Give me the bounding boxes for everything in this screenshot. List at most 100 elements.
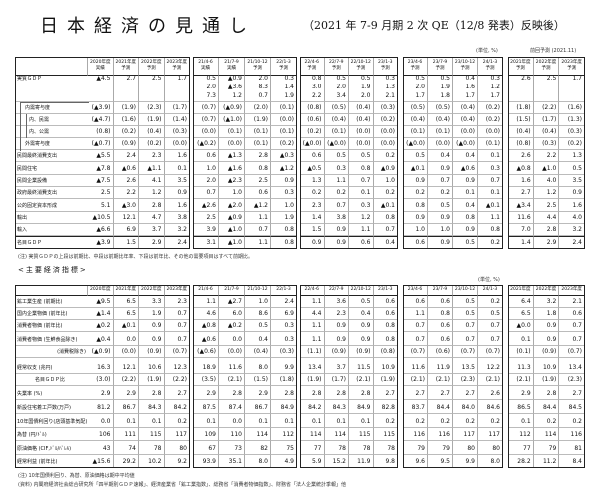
value-cell: 79 — [428, 441, 453, 455]
value-cell: 73 — [219, 441, 245, 455]
value-cell: 0.9 — [533, 332, 560, 346]
value-cell: 0.2 — [559, 414, 585, 428]
value-cell: 3.5 — [559, 175, 585, 187]
value-cell: 0.9 — [559, 187, 585, 199]
value-cell: 0.7 — [164, 332, 190, 346]
row-label: 民間住宅 — [15, 162, 88, 175]
value-cell: 4.9 — [271, 455, 297, 468]
value-cell: 0.5 — [478, 308, 503, 320]
value-cell: (2.3) — [559, 374, 585, 386]
header-period: 2021年度 — [510, 60, 531, 65]
value-cell: 15.2 — [324, 455, 349, 468]
value-cell: (1.9) — [373, 374, 398, 386]
value-cell: 3.8 — [164, 212, 190, 224]
value-cell: (1.5) — [508, 114, 534, 126]
value-cell: 1.0 — [245, 296, 271, 308]
value-cell: 0.7 — [245, 224, 271, 236]
value-cell: 0.6 — [373, 308, 398, 320]
value-cell: 0.6 — [428, 320, 453, 332]
value-cell: (0.4) — [349, 102, 374, 114]
header-period: 2022年度 — [535, 286, 557, 292]
value-cell: (0.0) — [478, 126, 503, 138]
value-cell: 2.5 — [139, 76, 165, 84]
value-cell: 117 — [453, 428, 478, 441]
value-cell: (0.2) — [478, 102, 503, 114]
value-cell: (0.0) — [453, 126, 478, 138]
value-cell: 83.7 — [403, 400, 428, 414]
value-cell: 16.3 — [88, 358, 114, 374]
header-type: 予測 — [279, 65, 288, 71]
value-cell: 79 — [403, 441, 428, 455]
value-cell: 1.1 — [349, 224, 374, 236]
value-cell: (1.3) — [559, 114, 585, 126]
value-cell: 3.5 — [164, 175, 190, 187]
header-type: 実績 — [201, 65, 210, 71]
value-cell: (0.7) — [403, 346, 428, 358]
value-cell: 11.6 — [508, 212, 534, 224]
value-cell: 2.5 — [88, 187, 114, 199]
value-cell: 0.9 — [324, 320, 349, 332]
header-type: 予測 — [485, 65, 495, 71]
column-header: 2020年度 実績 — [88, 57, 114, 76]
column-header: 2023年度 予測 — [164, 57, 190, 76]
value-cell: 0.7 — [478, 320, 503, 332]
value-cell: ▲2.0 — [219, 199, 245, 212]
value-cell — [534, 84, 560, 92]
value-cell: (2.2) — [113, 374, 139, 386]
value-cell: 0.5 — [428, 76, 453, 84]
value-cell: 4.6 — [193, 308, 219, 320]
value-cell: 116 — [403, 428, 428, 441]
header-period: 2023年度 — [166, 60, 187, 65]
value-cell: (0.0) — [219, 138, 245, 150]
value-cell: ▲0.6 — [453, 162, 478, 175]
column-header: 2021年度 予測 — [508, 57, 534, 76]
value-cell: 0.1 — [113, 414, 139, 428]
value-cell: (2.1) — [403, 374, 428, 386]
row-label: 消費者物価 (前年比) — [15, 320, 88, 332]
column-header: 22/4-6 — [300, 285, 325, 296]
value-cell: (0.3) — [373, 102, 398, 114]
value-cell: 6.5 — [508, 308, 534, 320]
value-cell: (0.5) — [324, 102, 349, 114]
value-cell: 9.9 — [453, 455, 478, 468]
value-cell: 0.1 — [324, 414, 349, 428]
value-cell: 0.7 — [193, 187, 219, 199]
value-cell: 0.5 — [325, 76, 349, 84]
value-cell: (1.8) — [508, 102, 534, 114]
value-cell: 0.8 — [428, 308, 453, 320]
row-label: 民間最終消費支出 — [15, 150, 88, 162]
row-label: 内需寄与度 — [15, 102, 88, 114]
row-label: 国内企業物価 (前年比) — [15, 308, 88, 320]
column-header: 21/7-9 — [219, 285, 245, 296]
column-header: 22/4-6 予測 — [300, 57, 325, 76]
value-cell: 2.9 — [139, 236, 165, 249]
value-cell: 0.2 — [478, 236, 503, 249]
value-cell: 13.5 — [453, 358, 478, 374]
value-cell: 0.6 — [300, 150, 325, 162]
value-cell: 0.1 — [300, 414, 325, 428]
value-cell: (0.4) — [139, 126, 165, 138]
value-cell: 2.0 — [193, 84, 219, 92]
value-cell: 0.8 — [349, 162, 374, 175]
value-cell: (0.0) — [219, 346, 245, 358]
value-cell: 0.9 — [300, 236, 325, 249]
value-cell: 10.9 — [373, 358, 398, 374]
value-cell: 8.6 — [245, 308, 271, 320]
value-cell: 0.1 — [508, 332, 534, 346]
value-cell — [508, 84, 534, 92]
value-cell: (0.4) — [533, 126, 560, 138]
value-cell: 0.5 — [403, 150, 428, 162]
value-cell: 0.2 — [164, 414, 190, 428]
value-cell: 0.1 — [453, 187, 478, 199]
value-cell: (0.0) — [349, 138, 374, 150]
value-cell: (2.2) — [533, 102, 560, 114]
value-cell: ▲0.2 — [88, 320, 114, 332]
header-type: 予測 — [356, 65, 366, 71]
header-period: 2021年度 — [115, 60, 136, 65]
header-period: 23/10-12 — [454, 60, 476, 65]
value-cell: 6.9 — [113, 224, 139, 236]
value-cell: 0.9 — [453, 224, 478, 236]
value-cell: 84.3 — [324, 400, 349, 414]
value-cell: 2.7 — [508, 187, 534, 199]
value-cell: 2.0 — [325, 84, 349, 92]
